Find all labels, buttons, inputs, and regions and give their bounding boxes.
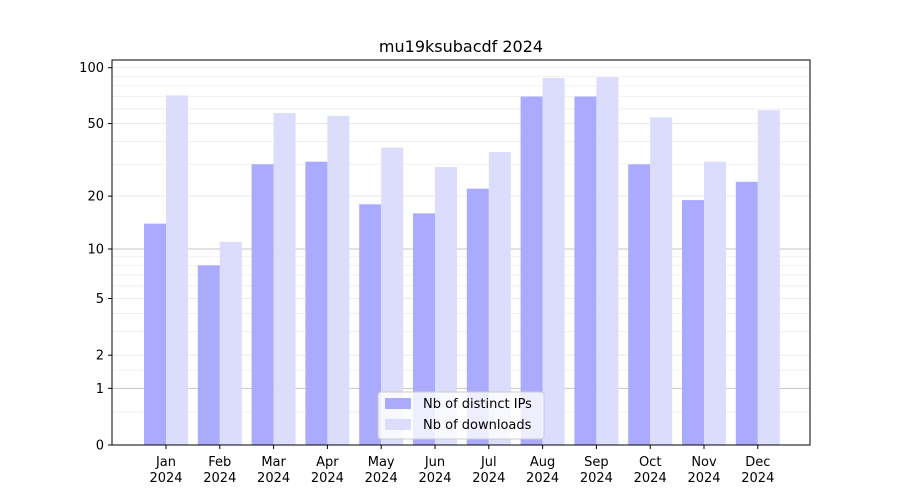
x-tick-label-year: 2024 bbox=[203, 471, 236, 486]
bar-distinct-ips bbox=[197, 265, 220, 445]
bar-downloads bbox=[381, 147, 404, 445]
bar-distinct-ips bbox=[413, 213, 435, 445]
y-tick-label: 5 bbox=[96, 292, 104, 307]
x-tick-label-month: May bbox=[368, 455, 395, 470]
x-tick-label-month: Mar bbox=[261, 455, 286, 470]
x-tick-label-year: 2024 bbox=[257, 471, 290, 486]
bar-distinct-ips bbox=[574, 96, 597, 445]
x-tick-label-year: 2024 bbox=[634, 471, 667, 486]
legend-swatch-downloads bbox=[385, 419, 411, 430]
bar-downloads bbox=[542, 78, 565, 446]
y-tick-label: 0 bbox=[96, 439, 104, 454]
bar-distinct-ips bbox=[251, 164, 274, 445]
x-tick-label-month: Feb bbox=[208, 455, 231, 470]
x-tick-label-year: 2024 bbox=[741, 471, 774, 486]
bar-distinct-ips bbox=[305, 161, 328, 445]
bar-distinct-ips bbox=[520, 96, 543, 445]
x-tick-label-month: Nov bbox=[691, 455, 717, 470]
legend-box bbox=[377, 391, 545, 440]
x-tick-label-year: 2024 bbox=[472, 471, 505, 486]
bar-downloads bbox=[757, 110, 780, 445]
plot-frame bbox=[111, 59, 811, 446]
y-tick-label: 100 bbox=[79, 61, 104, 76]
x-tick-label-month: Jan bbox=[155, 455, 176, 470]
y-axis: 0 1 2 5 10 20 50 100 bbox=[79, 61, 112, 454]
bar-distinct-ips bbox=[735, 181, 758, 446]
bar-distinct-ips bbox=[144, 223, 166, 445]
y-tick-label: 20 bbox=[87, 190, 104, 205]
bar-distinct-ips bbox=[359, 204, 382, 445]
chart-title: mu19ksubacdf 2024 bbox=[379, 37, 543, 56]
legend: Nb of distinct IPs Nb of downloads bbox=[377, 391, 545, 440]
x-tick-label-month: Dec bbox=[745, 455, 770, 470]
x-tick-label-month: Apr bbox=[316, 455, 339, 470]
x-axis: Jan2024Feb2024Mar2024Apr2024May2024Jun20… bbox=[149, 445, 774, 486]
bar-downloads bbox=[273, 113, 296, 445]
y-tick-label: 2 bbox=[96, 349, 104, 364]
legend-swatch-distinct-ips bbox=[385, 398, 411, 409]
x-tick-label-month: Jul bbox=[480, 455, 497, 470]
x-tick-label-month: Sep bbox=[584, 455, 609, 470]
bar-distinct-ips bbox=[682, 200, 704, 445]
x-tick-label-year: 2024 bbox=[687, 471, 720, 486]
bar-downloads bbox=[327, 115, 350, 445]
bar-downloads bbox=[596, 77, 619, 445]
bars bbox=[144, 77, 780, 446]
x-tick-label-month: Oct bbox=[639, 455, 661, 470]
legend-label-downloads: Nb of downloads bbox=[423, 418, 532, 433]
legend-label-distinct-ips: Nb of distinct IPs bbox=[423, 397, 532, 412]
bar-distinct-ips bbox=[628, 164, 651, 445]
bar-downloads bbox=[488, 152, 511, 445]
x-tick-label-year: 2024 bbox=[365, 471, 398, 486]
y-tick-label: 1 bbox=[96, 382, 104, 397]
x-tick-label-year: 2024 bbox=[311, 471, 344, 486]
x-tick-label-year: 2024 bbox=[149, 471, 182, 486]
bar-distinct-ips bbox=[466, 188, 489, 445]
x-tick-label-month: Jun bbox=[424, 455, 445, 470]
bar-downloads bbox=[435, 166, 457, 445]
y-tick-label: 10 bbox=[87, 242, 104, 257]
x-tick-label-year: 2024 bbox=[418, 471, 451, 486]
bar-downloads bbox=[704, 161, 726, 445]
x-tick-label-year: 2024 bbox=[580, 471, 613, 486]
x-tick-label-year: 2024 bbox=[526, 471, 559, 486]
bar-downloads bbox=[219, 241, 242, 445]
x-tick-label-month: Aug bbox=[530, 455, 555, 470]
bar-downloads bbox=[650, 117, 673, 446]
bar-downloads bbox=[166, 95, 188, 445]
y-tick-label: 50 bbox=[87, 117, 104, 132]
